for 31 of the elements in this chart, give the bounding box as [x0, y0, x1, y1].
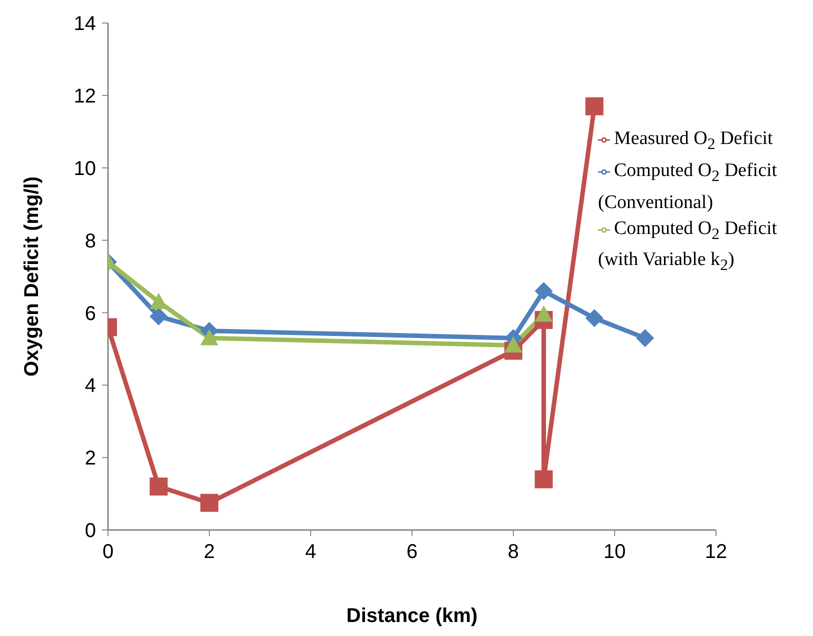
- y-tick-label: 2: [84, 448, 96, 470]
- point: [585, 97, 604, 116]
- x-tick-label: 0: [102, 541, 114, 564]
- legend-label: Computed O$_{2}$ Deficit (Conventional): [598, 160, 778, 213]
- y-tick-label: 12: [74, 86, 96, 108]
- y-tick-label: 4: [84, 375, 96, 398]
- point: [150, 307, 168, 326]
- y-tick-label: 8: [84, 230, 96, 252]
- y-tick-label: 14: [74, 13, 96, 36]
- x-axis-title: Distance (km): [346, 605, 478, 627]
- x-tick-label: 4: [305, 541, 316, 564]
- y-tick-label: 6: [84, 302, 96, 325]
- point: [150, 478, 168, 496]
- x-tick-label: 2: [204, 541, 215, 564]
- point: [534, 306, 553, 322]
- legend-label: Computed O$_{2}$ Deficit (with Variable k$_{2}$): [598, 218, 778, 274]
- y-axis-title: Oxygen Deficit (mg/l): [21, 176, 43, 377]
- point: [636, 329, 654, 348]
- point: [534, 282, 553, 300]
- y-tick-label: 0: [84, 520, 96, 542]
- x-tick-label: 8: [508, 541, 519, 564]
- point: [585, 309, 604, 328]
- x-tick-label: 10: [604, 541, 626, 564]
- x-tick-label: 12: [704, 541, 728, 564]
- point: [200, 494, 218, 512]
- point: [200, 329, 218, 346]
- point: [534, 470, 553, 488]
- point: [504, 336, 522, 353]
- y-tick-label: 10: [74, 158, 96, 180]
- legend-label: Measured O$_{2}$ Deficit: [614, 128, 773, 153]
- x-tick-label: 6: [406, 541, 418, 564]
